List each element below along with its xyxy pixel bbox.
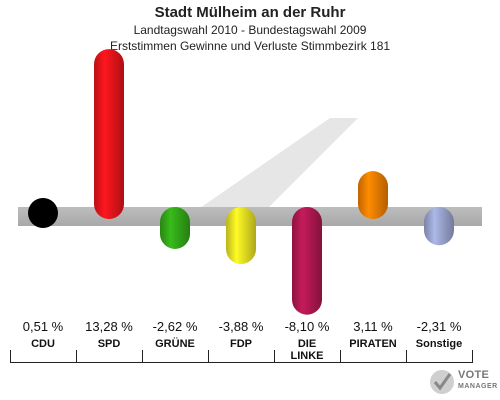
bar-fdp xyxy=(226,207,256,265)
shadow-band xyxy=(200,118,358,208)
value-label: -3,88 % xyxy=(218,319,264,334)
category-label: FDP xyxy=(230,338,252,350)
chart-title: Stadt Mülheim an der Ruhr xyxy=(154,4,346,21)
chart-header: Stadt Mülheim an der Ruhr Landtagswahl 2… xyxy=(0,0,500,54)
logo-line-2: MANAGER xyxy=(458,383,498,390)
value-label: -2,62 % xyxy=(152,319,198,334)
value-label: 3,11 % xyxy=(353,319,393,334)
bar-sonstige xyxy=(424,207,454,246)
category-label: SPD xyxy=(97,338,121,350)
vote-manager-logo xyxy=(430,370,454,394)
bar-spd xyxy=(94,49,124,219)
x-axis-line xyxy=(10,362,472,363)
bar-gr-ne xyxy=(160,207,190,249)
category-label: CDU xyxy=(31,338,55,350)
axis-tick xyxy=(472,350,473,363)
bar-piraten xyxy=(358,171,388,219)
axis-tick xyxy=(208,350,209,363)
value-label: 13,28 % xyxy=(85,319,133,334)
value-label: -2,31 % xyxy=(416,319,462,334)
chart-subtitle-2: Erststimmen Gewinne und Verluste Stimmbe… xyxy=(109,39,391,53)
value-label: -8,10 % xyxy=(284,319,330,334)
category-label: GRÜNE xyxy=(155,338,195,350)
bar-die-linke xyxy=(292,207,322,315)
axis-tick xyxy=(340,350,341,363)
axis-tick xyxy=(10,350,11,363)
bars-group xyxy=(28,49,454,315)
chart-subtitle-1: Landtagswahl 2010 - Bundestagswahl 2009 xyxy=(133,23,367,37)
category-label: Sonstige xyxy=(415,338,463,350)
logo-line-1: VOTE xyxy=(458,369,490,381)
value-label: 0,51 % xyxy=(22,319,64,334)
axis-tick xyxy=(142,350,143,363)
category-label: PIRATEN xyxy=(349,338,397,350)
axis-tick xyxy=(274,350,275,363)
axis-tick xyxy=(406,350,407,363)
bar-cdu xyxy=(28,198,58,228)
axis-tick xyxy=(76,350,77,363)
category-label: DIE LINKE xyxy=(290,338,324,362)
logo-text: VOTE MANAGER xyxy=(458,370,498,392)
